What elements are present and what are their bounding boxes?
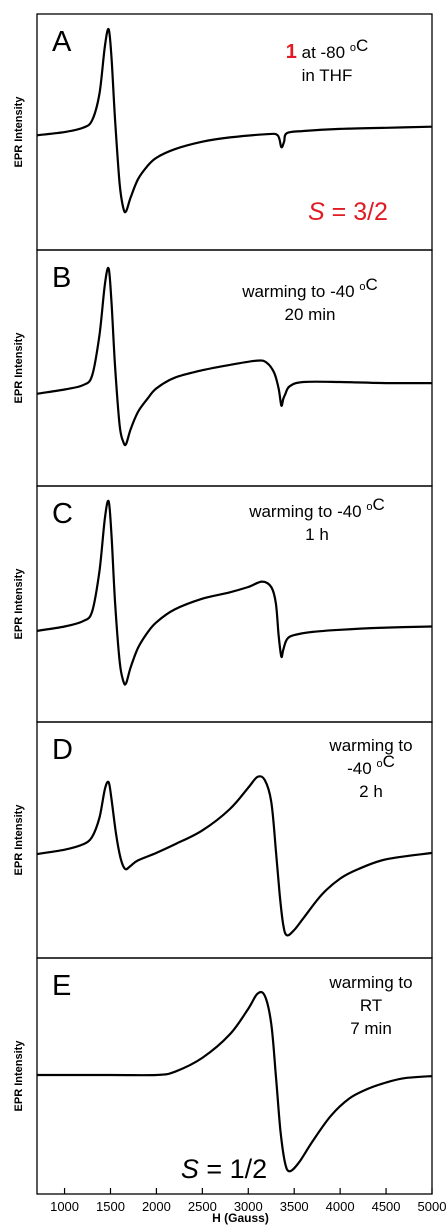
panel-frame (36, 485, 433, 723)
annotation-line: RT (360, 996, 382, 1015)
annotation-line: in THF (302, 66, 353, 85)
spin-label: S = 1/2 (181, 1154, 267, 1184)
x-axis-label: H (Gauss) (212, 1211, 269, 1225)
panel-frame (36, 721, 433, 959)
spin-label-text: S (308, 198, 325, 226)
annotation-text: C (383, 752, 395, 771)
panel-letter: B (52, 262, 71, 294)
panel-e: EPR Intensity E warming to RT 7 min S = 1/2 (13, 957, 433, 1195)
x-tick-label: 5000 (418, 1199, 446, 1214)
annotation-line: warming to (328, 736, 412, 755)
x-tick-label: 1000 (50, 1199, 79, 1214)
y-axis-label: EPR Intensity (13, 332, 25, 404)
annotation-text: o (350, 42, 356, 54)
y-axis-label: EPR Intensity (13, 568, 25, 640)
x-tick-label: 2000 (142, 1199, 171, 1214)
series-line-a (36, 27, 433, 214)
y-axis-label: EPR Intensity (13, 96, 25, 168)
series-line-e (37, 990, 433, 1173)
annotation-text: warming to (328, 973, 412, 992)
x-tick-label: 4000 (326, 1199, 355, 1214)
panel-letter: A (52, 26, 72, 58)
spin-label-text: S (181, 1154, 199, 1184)
annotation-line: 1 h (305, 525, 329, 544)
annotation-text: in THF (302, 66, 353, 85)
annotation-line: 7 min (350, 1019, 392, 1038)
series-line-d (36, 775, 433, 937)
annotation-line: 1 at -80 oC (286, 36, 368, 63)
x-tick-label: 4500 (372, 1199, 401, 1214)
annotation-text: C (356, 36, 368, 55)
panel-letter: E (52, 970, 71, 1002)
annotation-text: at -80 (297, 43, 350, 62)
annotation-text: 20 min (284, 305, 335, 324)
annotation-text: -40 (347, 759, 376, 778)
annotation-text: C (373, 495, 385, 514)
x-tick-label: 3000 (234, 1199, 263, 1214)
annotation-line: warming to -40 oC (241, 275, 378, 301)
annotation-text: o (359, 281, 365, 293)
x-tick-label: 3500 (280, 1199, 309, 1214)
annotation-text: warming to -40 (248, 502, 366, 521)
x-axis: 1000 1500 2000 2500 3000 3500 4000 4500 5000 H (G… (50, 1188, 446, 1225)
y-axis-label: EPR Intensity (13, 804, 25, 876)
annotation-line: -40 oC (347, 752, 395, 778)
x-tick-label: 1500 (96, 1199, 125, 1214)
spin-label-text: = 3/2 (325, 198, 388, 226)
annotation-line: 2 h (359, 782, 383, 801)
annotation-text: o (376, 758, 382, 770)
annotation-line: warming to -40 oC (248, 495, 385, 521)
panel-b: EPR Intensity B warming to -40 oC 20 min (13, 249, 433, 487)
annotation-line: 20 min (284, 305, 335, 324)
annotation-text: RT (360, 996, 382, 1015)
panel-letter: C (52, 498, 73, 530)
annotation-text: 2 h (359, 782, 383, 801)
annotation-text: 1 (286, 41, 297, 63)
annotation-text: 1 h (305, 525, 329, 544)
series-line-c (36, 499, 433, 686)
annotation-text: warming to -40 (241, 282, 359, 301)
y-axis-label: EPR Intensity (13, 1040, 25, 1112)
spin-label-text: = 1/2 (199, 1154, 267, 1184)
annotation-text: warming to (328, 736, 412, 755)
annotation-line: warming to (328, 973, 412, 992)
spin-label: S = 3/2 (308, 198, 388, 226)
x-tick-label: 2500 (188, 1199, 217, 1214)
panel-letter: D (52, 734, 73, 766)
annotation-text: o (366, 501, 372, 513)
annotation-text: 7 min (350, 1019, 392, 1038)
series-line-b (36, 266, 433, 447)
annotation-text: C (366, 275, 378, 294)
